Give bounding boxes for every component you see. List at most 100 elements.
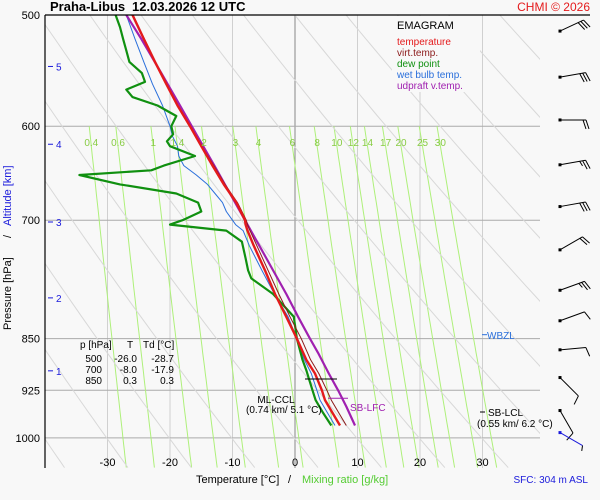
series-wet-bulb-temp (125, 15, 336, 426)
dry-adiabat (294, 15, 540, 303)
profile-series (78, 15, 357, 427)
legend-item-updraft-vtemp: udpraft v.temp. (397, 81, 463, 92)
wind-barb-staff (559, 72, 586, 78)
mixing-ratio-label: 25 (417, 138, 429, 149)
y-tick-label: 850 (22, 334, 40, 346)
legend-item-dew-point: dew point (397, 59, 440, 70)
dry-adiabat (499, 15, 540, 61)
mixing-ratio-line (333, 126, 387, 468)
mixing-ratio-label: 1.4 (170, 138, 184, 149)
mixing-ratio-label: 4 (256, 138, 262, 149)
credit-label: CHMI © 2026 (517, 0, 590, 14)
mixing-ratio-label: 1 (150, 138, 156, 149)
dry-adiabat (243, 15, 540, 368)
wbzl-label: WBZL (487, 331, 515, 342)
dry-adiabat (45, 179, 256, 468)
wind-barb-flag (580, 21, 588, 29)
sb-lcl-label: SB-LCL (488, 408, 523, 419)
wind-barb-staff (559, 280, 585, 291)
wind-barb-flag (584, 281, 591, 290)
wind-barb-staff (559, 236, 583, 251)
level-markers (305, 334, 487, 413)
altitude-tick-label: 2 (56, 294, 62, 305)
x-tick-label: 20 (414, 457, 426, 469)
mixing-ratio-line (381, 126, 439, 468)
wind-barb-half-flag (579, 161, 583, 167)
wind-barb-flag (585, 201, 591, 211)
table-cell: -17.9 (151, 365, 174, 376)
wind-barb (558, 236, 590, 252)
wind-barb (558, 118, 590, 130)
mixing-ratio-label: 10 (331, 138, 343, 149)
series-temperature (131, 15, 342, 427)
wind-barb-flag (582, 236, 590, 244)
wind-barb (558, 280, 591, 292)
wind-barb-flag (585, 119, 590, 130)
y-axis-label-pressure: Pressure [hPa] (2, 257, 14, 330)
mixing-ratio-label: 3 (233, 138, 239, 149)
dry-adiabat (45, 262, 192, 468)
x-tick-label: -10 (225, 457, 241, 469)
mixing-ratio-label: 12 (348, 138, 360, 149)
wind-barb-flag (585, 160, 591, 169)
x-tick-label: 10 (351, 457, 363, 469)
x-axis-label-mixing-ratio: Mixing ratio [g/kg] (302, 474, 388, 486)
altitude-tick-label: 5 (56, 62, 62, 73)
wind-barb-half-flag (581, 445, 584, 452)
table-cell: 500 (85, 354, 102, 365)
station-name: Praha-Libus (50, 0, 125, 14)
series-udpraft-v-temp (125, 15, 357, 426)
sb-lfc-label: SB-LFC (350, 403, 386, 414)
altitude-tick-label: 1 (56, 367, 62, 378)
mixing-ratio-line (363, 126, 420, 468)
table-cell: -28.7 (151, 354, 174, 365)
wind-barb (558, 347, 591, 357)
mixing-ratio-line (313, 126, 366, 468)
mixing-ratio-line (201, 126, 246, 468)
dry-adiabat (45, 23, 382, 468)
mixing-ratio-lines (88, 126, 498, 468)
wind-barb-flag (582, 202, 588, 212)
wind-barb-flag (566, 432, 574, 441)
wind-barb-staff (559, 410, 574, 434)
y-tick-label: 700 (22, 215, 40, 227)
dry-adiabat (45, 348, 129, 468)
ml-ccl-label: ML-CCL (257, 395, 295, 406)
dry-adiabat (45, 438, 65, 468)
wind-barb-staff (559, 201, 586, 208)
wind-barb-flag (577, 22, 586, 30)
legend-item-virtual-temp: virt.temp. (397, 48, 438, 59)
mixing-ratio-line (255, 126, 304, 468)
wind-barb-staff (559, 159, 586, 166)
wind-barb-staff (559, 311, 585, 322)
dry-adiabat (140, 15, 509, 468)
wind-barb-flag (579, 237, 588, 246)
x-tick-label: 0 (292, 457, 298, 469)
mixing-ratio-label: 30 (435, 138, 447, 149)
wind-barb-staff (559, 432, 583, 447)
mixing-ratio-line (174, 126, 218, 468)
y-axis-label-separator: / (2, 234, 14, 238)
wind-barb-staff (559, 19, 584, 32)
y-tick-label: 500 (22, 10, 40, 22)
wind-barb (558, 159, 591, 170)
table-cell: -8.0 (120, 365, 138, 376)
surface-elevation: SFC: 304 m ASL (514, 475, 589, 486)
mixing-ratio-label: 8 (314, 138, 320, 149)
sb-lcl-detail: (0.55 km/ 6.2 °C) (477, 419, 553, 430)
wind-barb-flag (583, 19, 591, 28)
ml-ccl-detail: (0.74 km/ 5.1 °C) (246, 405, 322, 416)
wind-barb-flag (584, 311, 591, 320)
legend-title: EMAGRAM (397, 20, 454, 32)
x-tick-label: -30 (100, 457, 116, 469)
dry-adiabat (396, 15, 540, 178)
mixing-ratio-line (289, 126, 340, 468)
wind-barb (558, 72, 591, 83)
wind-barb-flag (585, 72, 591, 82)
y-tick-label: 925 (22, 385, 40, 397)
table-cell: 850 (85, 376, 102, 387)
mixing-ratio-label: 0.6 (111, 138, 125, 149)
wind-barb-station (558, 29, 562, 33)
wind-barb (558, 409, 574, 441)
legend-background (392, 16, 480, 92)
